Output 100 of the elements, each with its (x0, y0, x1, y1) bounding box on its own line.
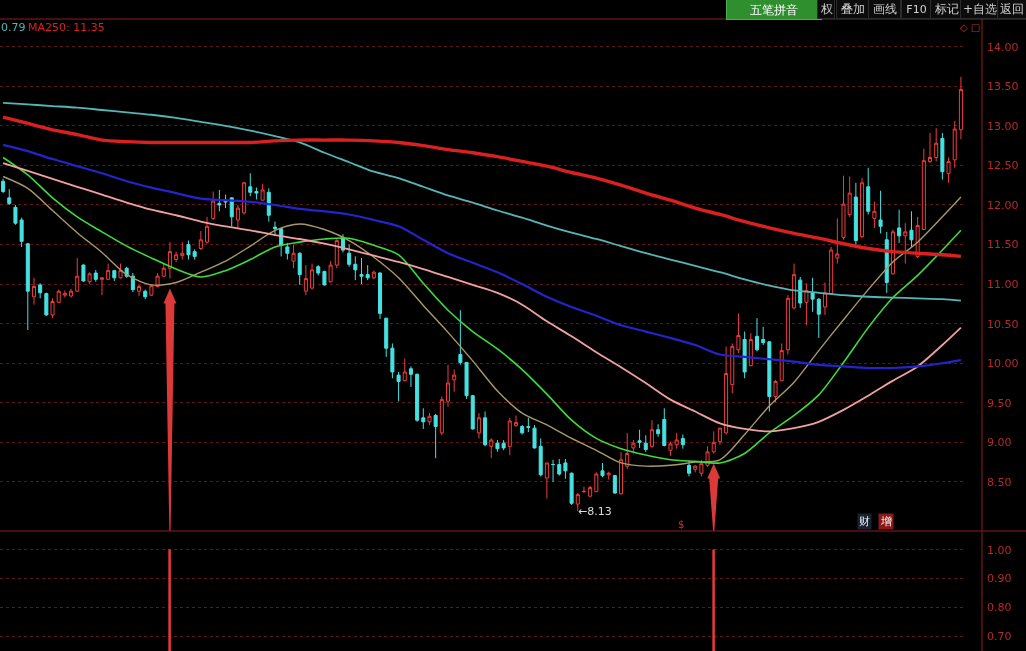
candlestick (841, 175, 846, 241)
candlestick (829, 246, 834, 295)
candlestick (359, 257, 364, 285)
candlestick (390, 342, 395, 379)
candlestick (520, 424, 525, 435)
candlestick (736, 312, 741, 354)
candlestick (643, 434, 648, 453)
candlestick (513, 414, 518, 428)
candlestick (619, 451, 624, 496)
text: 画线 (872, 2, 897, 16)
candlestick (483, 411, 488, 447)
candlestick (118, 263, 123, 280)
candlestick (303, 264, 308, 296)
candlestick (285, 242, 290, 261)
candlestick (439, 395, 444, 436)
candlestick (50, 297, 55, 319)
candlestick (161, 263, 166, 278)
candlestick (62, 289, 67, 299)
candlestick (693, 464, 698, 473)
candlestick (211, 191, 216, 221)
candlestick (433, 413, 438, 459)
candlestick (322, 270, 327, 287)
candlestick (421, 407, 426, 430)
candlestick (724, 346, 729, 435)
candlestick (198, 230, 203, 251)
candlestick (205, 216, 210, 245)
candlestick (761, 326, 766, 346)
candlestick (266, 187, 271, 223)
candlestick (1, 178, 6, 194)
candlestick (792, 263, 797, 310)
y-tick-label: 0.80 (987, 601, 1012, 615)
annotation: ←8.13 (578, 505, 612, 518)
text: F10 (906, 2, 927, 16)
candlestick (625, 432, 630, 470)
candlestick (779, 342, 784, 382)
candlestick (25, 242, 30, 331)
annotation: 财 (859, 515, 870, 528)
candlestick (56, 289, 61, 304)
candlestick (38, 282, 43, 299)
candlestick (378, 271, 383, 320)
candlestick (489, 437, 494, 459)
candlestick (402, 357, 407, 382)
candlestick (928, 132, 933, 164)
candlestick (106, 263, 111, 281)
candlestick (112, 269, 117, 282)
candlestick (575, 492, 580, 512)
text: 0.79 (1, 21, 26, 34)
candlestick (316, 264, 321, 276)
candlestick (810, 277, 815, 313)
candlestick (310, 263, 315, 291)
text: 叠加 (840, 2, 865, 16)
candlestick (563, 458, 568, 480)
candlestick (254, 187, 259, 200)
line-series (1, 143, 963, 370)
candlestick (804, 282, 809, 326)
y-tick-label: 10.50 (987, 317, 1019, 331)
candlestick (921, 148, 926, 230)
y-tick-label: 12.00 (987, 198, 1019, 212)
text: 五笔拼音 (750, 2, 798, 17)
candlestick (909, 210, 914, 248)
candlestick (754, 317, 759, 352)
candlestick (557, 458, 562, 477)
candlestick (291, 244, 296, 269)
candlestick (569, 471, 574, 506)
candlestick (946, 156, 951, 184)
candlestick (717, 427, 722, 446)
candlestick (44, 292, 49, 317)
candlestick (656, 423, 661, 438)
candlestick (384, 317, 389, 358)
candlestick (143, 289, 148, 300)
candlestick (396, 371, 401, 402)
candlestick (662, 407, 667, 447)
candlestick (408, 365, 413, 388)
y-tick-label: 11.00 (987, 277, 1019, 291)
candlestick (260, 183, 265, 201)
candlestick (353, 255, 358, 281)
candlestick (711, 430, 716, 454)
candlestick (773, 379, 778, 403)
candlestick (767, 340, 772, 413)
candlestick (470, 394, 475, 431)
candlestick (748, 332, 753, 367)
candlestick (347, 244, 352, 268)
candlestick (903, 222, 908, 265)
candlestick (75, 257, 80, 293)
candlestick (631, 439, 636, 454)
candlestick (507, 417, 512, 456)
candlestick (446, 364, 451, 408)
candlestick (174, 251, 179, 263)
candlestick (952, 120, 957, 169)
candlestick (167, 241, 172, 280)
candlestick (600, 462, 605, 478)
candlestick (137, 284, 142, 297)
candlestick (637, 429, 642, 449)
candlestick (551, 459, 556, 483)
y-tick-label: 10.00 (987, 357, 1019, 371)
candlestick (99, 277, 104, 296)
candlestick (878, 190, 883, 234)
candlestick (742, 331, 747, 379)
candlestick (872, 201, 877, 229)
candlestick (235, 204, 240, 229)
